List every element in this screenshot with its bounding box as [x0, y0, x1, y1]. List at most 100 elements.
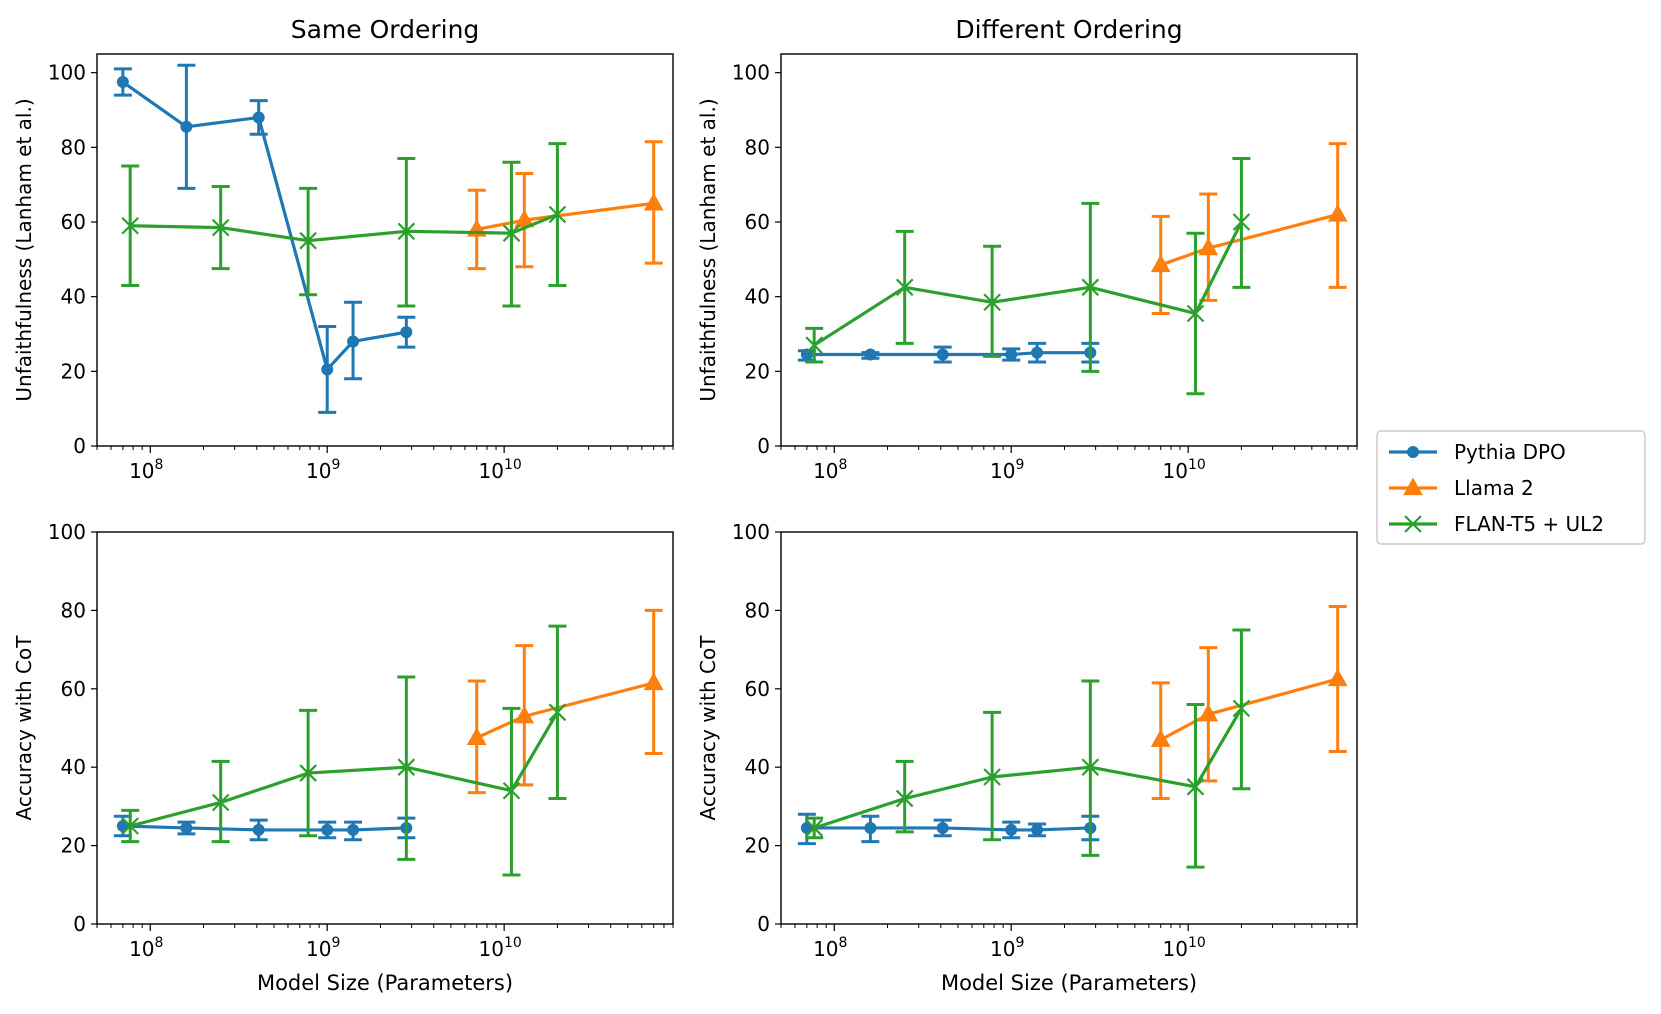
point-llama-2 [1150, 254, 1171, 273]
y-axis-label: Accuracy with CoT [12, 635, 36, 821]
series-line-pythia-dpo [806, 826, 1091, 832]
x-tick-exponent: 10 [1188, 935, 1206, 951]
plot-area [797, 142, 1348, 396]
point-flan-t5-ul2-stroke-b [502, 781, 521, 800]
series-line-flan-t5-ul2 [129, 711, 559, 828]
y-tick-label-0: 0 [73, 912, 86, 936]
legend: Pythia DPO Llama 2 FLAN-T5 + UL2 [1376, 430, 1646, 545]
legend-label: Llama 2 [1454, 476, 1534, 500]
point-flan-t5-ul2-stroke-b [983, 293, 1001, 312]
y-tick-label-20: 20 [61, 834, 86, 858]
point-pythia-dpo [252, 111, 265, 124]
y-tick-label-80: 80 [61, 135, 86, 159]
errorbar-flan-t5-ul2 [895, 759, 914, 834]
y-tick-label-0: 0 [73, 434, 86, 458]
point-pythia-dpo [1031, 346, 1044, 359]
y-tick-label-60: 60 [745, 677, 770, 701]
point-flan-t5-ul2-stroke-b [1186, 304, 1205, 323]
point-flan-t5-ul2-stroke-b [895, 278, 914, 297]
point-pythia-dpo [1005, 823, 1018, 836]
point-llama-2 [1150, 729, 1171, 747]
x-tick-exponent: 9 [331, 935, 340, 951]
point-llama-2 [1198, 237, 1219, 256]
x-tick-exponent: 8 [839, 457, 848, 473]
point-flan-t5-ul2-stroke-b [1232, 699, 1251, 718]
series-line-pythia-dpo [121, 80, 407, 372]
x-tick-label-1e9: 109 [306, 935, 340, 961]
point-flan-t5-ul2-stroke-b [121, 817, 139, 835]
point-flan-t5-ul2-stroke-b [805, 819, 823, 837]
y-axis-label: Accuracy with CoT [696, 635, 720, 821]
point-pythia-dpo [864, 821, 877, 834]
series-line-pythia-dpo [806, 351, 1091, 357]
point-pythia-dpo [321, 823, 334, 836]
point-flan-t5-ul2 [1232, 699, 1251, 718]
point-pythia-dpo [180, 821, 193, 834]
point-pythia-dpo [116, 820, 129, 832]
point-llama-2 [1327, 204, 1348, 222]
y-tick-label-20: 20 [61, 359, 86, 383]
x-tick-exponent: 10 [504, 935, 522, 951]
point-llama-2 [466, 727, 487, 745]
axes-frame [780, 531, 1358, 925]
point-flan-t5-ul2 [895, 789, 914, 808]
legend-item-flan-t5-ul2: FLAN-T5 + UL2 [1389, 512, 1604, 536]
y-tick-label-80: 80 [745, 135, 770, 159]
point-flan-t5-ul2 [397, 222, 416, 241]
x-tick-base: 10 [129, 459, 154, 483]
y-tick-label-60: 60 [745, 210, 770, 234]
point-llama-2 [1198, 703, 1219, 722]
point-llama-2 [1327, 668, 1348, 687]
series-flan-t5-ul2 [805, 157, 1251, 396]
point-flan-t5-ul2-stroke-b [548, 703, 567, 722]
point-flan-t5-ul2-stroke-b [299, 764, 317, 782]
point-pythia-dpo [116, 76, 129, 88]
point-flan-t5-ul2 [983, 768, 1001, 786]
x-tick-base: 10 [813, 459, 838, 483]
legend-box [1376, 430, 1646, 545]
point-flan-t5-ul2-stroke-b [502, 224, 521, 242]
x-tick-label-1e9: 109 [990, 935, 1024, 961]
x-tick-label-1e9: 109 [306, 457, 340, 483]
point-flan-t5-ul2 [548, 205, 567, 224]
series-line-llama-2 [1159, 677, 1339, 742]
x-axis-label: Model Size (Parameters) [257, 971, 513, 995]
y-tick-label-0: 0 [757, 434, 770, 458]
point-flan-t5-ul2 [1081, 758, 1100, 776]
x-tick-exponent: 9 [1015, 935, 1024, 951]
x-tick-base: 10 [1163, 459, 1188, 483]
series-pythia-dpo [113, 63, 416, 414]
point-pythia-dpo [800, 821, 813, 834]
legend-item-llama-2: Llama 2 [1389, 476, 1534, 500]
point-pythia-dpo [864, 348, 877, 361]
axes-frame [96, 53, 674, 447]
point-pythia-dpo [180, 120, 193, 133]
y-axis-label: Unfaithfulness (Lanham et al.) [12, 98, 36, 401]
x-tick-label-1e9: 109 [990, 457, 1024, 483]
point-flan-t5-ul2 [502, 224, 521, 242]
point-flan-t5-ul2-stroke-b [397, 222, 416, 241]
point-pythia-dpo [1031, 823, 1044, 836]
point-pythia-dpo [252, 823, 265, 836]
point-flan-t5-ul2 [983, 293, 1001, 312]
y-tick-label-40: 40 [745, 755, 770, 779]
point-flan-t5-ul2 [1232, 213, 1251, 231]
series-line-flan-t5-ul2 [813, 707, 1243, 830]
x-tick-label-1e10: 1010 [479, 935, 522, 961]
point-pythia-dpo [347, 335, 360, 348]
y-tick-label-100: 100 [48, 61, 86, 85]
plot-area [797, 604, 1348, 869]
point-flan-t5-ul2-stroke-b [1232, 213, 1251, 231]
legend-item-pythia-dpo: Pythia DPO [1389, 440, 1566, 464]
point-llama-2 [643, 672, 664, 691]
point-flan-t5-ul2-stroke-b [1186, 778, 1205, 796]
y-tick-label-20: 20 [745, 359, 770, 383]
axes-frame [96, 531, 674, 925]
x-tick-exponent: 9 [331, 457, 340, 473]
point-flan-t5-ul2 [805, 336, 823, 354]
series-line-flan-t5-ul2 [813, 221, 1243, 347]
point-flan-t5-ul2-stroke-b [1081, 278, 1100, 297]
